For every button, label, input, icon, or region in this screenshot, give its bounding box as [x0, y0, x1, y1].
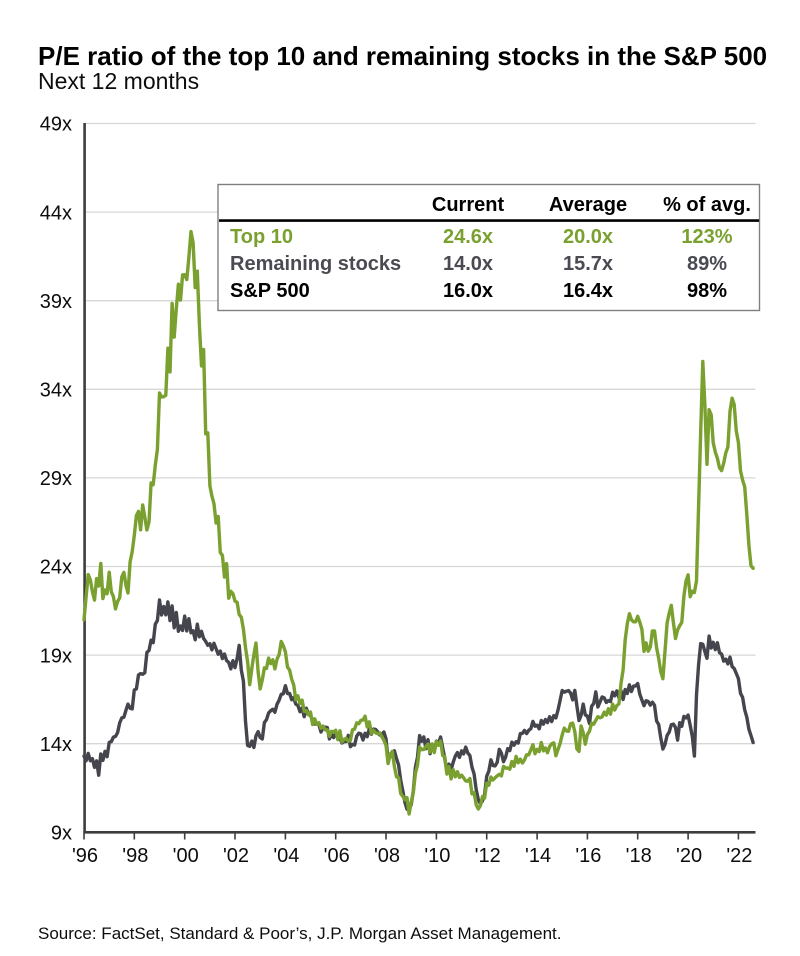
svg-text:9x: 9x [51, 823, 72, 845]
svg-text:24x: 24x [40, 557, 72, 579]
svg-text:123%: 123% [681, 226, 732, 248]
svg-text:15.7x: 15.7x [563, 253, 613, 275]
svg-text:29x: 29x [40, 468, 72, 490]
svg-text:16.0x: 16.0x [443, 280, 493, 302]
svg-text:44x: 44x [40, 202, 72, 224]
svg-text:'20: '20 [676, 845, 702, 867]
svg-text:'16: '16 [575, 845, 601, 867]
svg-text:24.6x: 24.6x [443, 226, 493, 248]
svg-text:'96: '96 [72, 845, 98, 867]
svg-text:'98: '98 [122, 845, 148, 867]
svg-text:19x: 19x [40, 645, 72, 667]
svg-text:'18: '18 [626, 845, 652, 867]
svg-text:Next 12 months: Next 12 months [38, 68, 199, 94]
svg-text:Source: FactSet, Standard & Po: Source: FactSet, Standard & Poor’s, J.P.… [38, 924, 562, 943]
svg-text:'04: '04 [273, 845, 299, 867]
svg-text:Current: Current [432, 194, 505, 216]
svg-text:49x: 49x [40, 114, 72, 136]
svg-text:16.4x: 16.4x [563, 280, 613, 302]
svg-text:'06: '06 [324, 845, 350, 867]
svg-text:Average: Average [549, 194, 627, 216]
svg-text:Top 10: Top 10 [230, 226, 293, 248]
svg-text:% of avg.: % of avg. [663, 194, 751, 216]
svg-text:98%: 98% [687, 280, 727, 302]
svg-text:P/E ratio of the top 10 and re: P/E ratio of the top 10 and remaining st… [38, 41, 767, 71]
svg-text:39x: 39x [40, 291, 72, 313]
svg-text:Remaining stocks: Remaining stocks [230, 253, 401, 275]
svg-text:14x: 14x [40, 734, 72, 756]
svg-text:14.0x: 14.0x [443, 253, 493, 275]
svg-text:34x: 34x [40, 380, 72, 402]
svg-text:20.0x: 20.0x [563, 226, 613, 248]
svg-text:'22: '22 [726, 845, 752, 867]
svg-text:'02: '02 [223, 845, 249, 867]
svg-text:'08: '08 [374, 845, 400, 867]
svg-text:'00: '00 [173, 845, 199, 867]
svg-text:89%: 89% [687, 253, 727, 275]
svg-text:'12: '12 [475, 845, 501, 867]
svg-text:S&P 500: S&P 500 [230, 280, 310, 302]
svg-text:'10: '10 [424, 845, 450, 867]
svg-text:'14: '14 [525, 845, 551, 867]
